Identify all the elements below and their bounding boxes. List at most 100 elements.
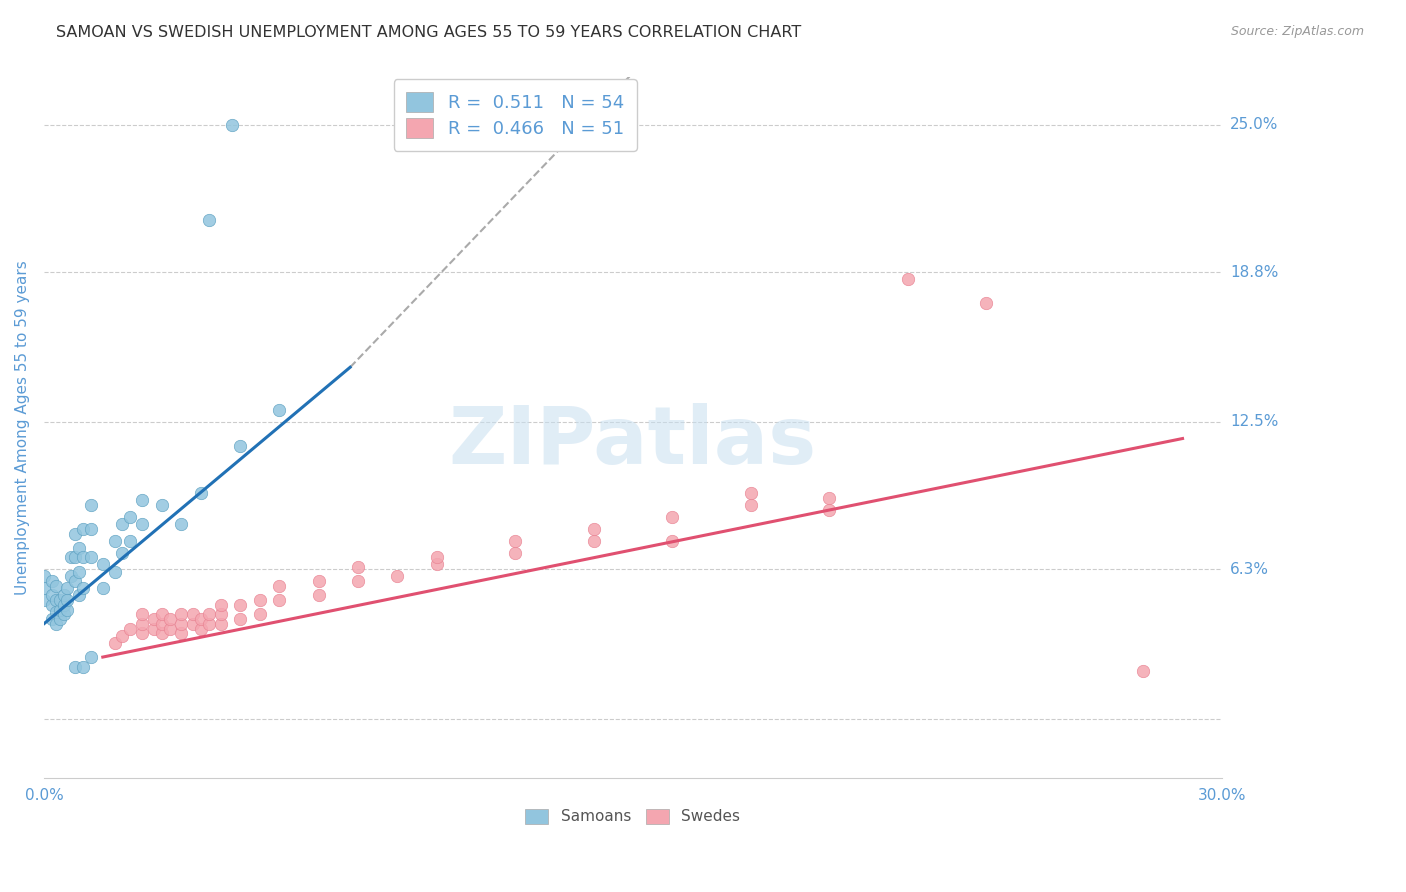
Point (221, 118, 243, 132)
Point (170, 516, 193, 531)
Point (131, 493, 153, 508)
Point (67, 541, 90, 555)
Point (181, 607, 204, 622)
Text: 25.0%: 25.0% (1230, 118, 1278, 132)
Point (60, 569, 83, 583)
Point (974, 296, 997, 310)
Point (209, 598, 232, 612)
Point (198, 213, 221, 227)
Point (52, 598, 75, 612)
Point (249, 607, 271, 622)
Point (91, 558, 114, 572)
Point (190, 486, 212, 500)
Point (131, 616, 153, 631)
Point (190, 612, 212, 626)
Point (65, 550, 87, 565)
Point (661, 533, 683, 548)
Text: ZIPatlas: ZIPatlas (449, 403, 817, 481)
Point (52, 588, 75, 602)
Point (56, 581, 79, 595)
Point (80, 550, 103, 565)
Text: SAMOAN VS SWEDISH UNEMPLOYMENT AMONG AGES 55 TO 59 YEARS CORRELATION CHART: SAMOAN VS SWEDISH UNEMPLOYMENT AMONG AGE… (56, 25, 801, 40)
Point (131, 516, 153, 531)
Point (1132, 665, 1154, 679)
Point (269, 593, 291, 607)
Point (41, 612, 63, 626)
Point (131, 607, 153, 622)
Point (897, 272, 920, 286)
Point (229, 439, 252, 453)
Point (229, 598, 252, 612)
Point (661, 510, 683, 524)
Point (45, 593, 67, 607)
Point (582, 522, 605, 536)
Point (308, 588, 330, 602)
Point (41, 574, 63, 588)
Legend: Samoans, Swedes: Samoans, Swedes (516, 799, 749, 834)
Point (347, 559, 370, 574)
Point (91, 581, 114, 595)
Point (229, 612, 252, 626)
Point (67, 565, 90, 579)
Point (56, 593, 79, 607)
Point (67, 588, 90, 602)
Point (72, 659, 94, 673)
Point (181, 616, 204, 631)
Point (425, 558, 447, 572)
Point (111, 516, 134, 531)
Point (111, 545, 134, 559)
Point (308, 574, 330, 588)
Point (41, 588, 63, 602)
Point (52, 607, 75, 622)
Point (170, 607, 193, 622)
Point (503, 533, 526, 548)
Point (387, 569, 409, 583)
Point (41, 598, 63, 612)
Point (56, 602, 79, 616)
Point (142, 612, 165, 626)
Point (80, 650, 103, 665)
Point (425, 550, 447, 565)
Point (249, 593, 271, 607)
Point (740, 498, 762, 512)
Point (45, 605, 67, 619)
Point (72, 581, 94, 595)
Point (120, 533, 142, 548)
Point (103, 565, 125, 579)
Point (32, 569, 55, 583)
Point (60, 550, 83, 565)
Point (209, 616, 232, 631)
Point (131, 626, 153, 640)
Text: Source: ZipAtlas.com: Source: ZipAtlas.com (1230, 25, 1364, 38)
Point (48, 612, 70, 626)
Point (32, 581, 55, 595)
Point (65, 659, 87, 673)
Point (269, 403, 291, 417)
Point (150, 607, 173, 622)
Point (159, 612, 181, 626)
Text: 12.5%: 12.5% (1230, 415, 1278, 429)
Point (45, 616, 67, 631)
Point (48, 593, 70, 607)
Text: 6.3%: 6.3% (1230, 562, 1270, 576)
Point (80, 498, 103, 512)
Point (209, 607, 232, 622)
Point (65, 526, 87, 541)
Point (269, 579, 291, 593)
Point (120, 510, 142, 524)
Point (65, 574, 87, 588)
Point (80, 522, 103, 536)
Y-axis label: Unemployment Among Ages 55 to 59 years: Unemployment Among Ages 55 to 59 years (15, 260, 30, 595)
Point (347, 574, 370, 588)
Point (48, 602, 70, 616)
Point (198, 616, 221, 631)
Point (72, 550, 94, 565)
Point (818, 503, 841, 517)
Point (170, 616, 193, 631)
Point (740, 486, 762, 500)
Point (198, 607, 221, 622)
Point (582, 533, 605, 548)
Point (120, 622, 142, 636)
Point (103, 533, 125, 548)
Point (72, 522, 94, 536)
